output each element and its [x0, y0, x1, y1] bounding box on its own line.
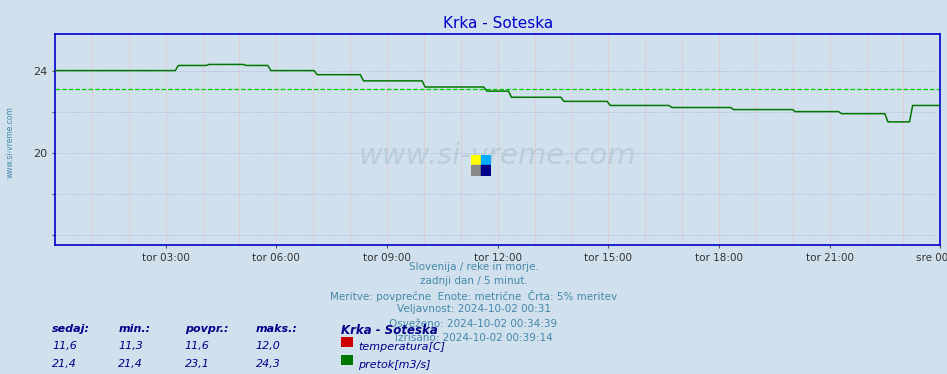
Text: 12,0: 12,0	[256, 341, 280, 352]
Text: Meritve: povprečne  Enote: metrične  Črta: 5% meritev: Meritve: povprečne Enote: metrične Črta:…	[330, 290, 617, 302]
Text: temperatura[C]: temperatura[C]	[358, 342, 445, 352]
Text: 11,6: 11,6	[52, 341, 77, 352]
Text: 23,1: 23,1	[185, 359, 209, 370]
Text: 21,4: 21,4	[118, 359, 143, 370]
Text: 21,4: 21,4	[52, 359, 77, 370]
Text: Slovenija / reke in morje.: Slovenija / reke in morje.	[408, 262, 539, 272]
Text: 11,3: 11,3	[118, 341, 143, 352]
Text: www.si-vreme.com: www.si-vreme.com	[359, 142, 636, 170]
Text: sedaj:: sedaj:	[52, 324, 90, 334]
Text: Krka - Soteska: Krka - Soteska	[341, 324, 438, 337]
Text: www.si-vreme.com: www.si-vreme.com	[6, 106, 15, 178]
Title: Krka - Soteska: Krka - Soteska	[442, 16, 553, 31]
Text: Izrisano: 2024-10-02 00:39:14: Izrisano: 2024-10-02 00:39:14	[395, 333, 552, 343]
Text: Osveženo: 2024-10-02 00:34:39: Osveženo: 2024-10-02 00:34:39	[389, 319, 558, 329]
Bar	[481, 165, 491, 176]
Text: 24,3: 24,3	[256, 359, 280, 370]
Text: pretok[m3/s]: pretok[m3/s]	[358, 360, 431, 370]
Text: zadnji dan / 5 minut.: zadnji dan / 5 minut.	[420, 276, 527, 286]
Bar	[481, 155, 491, 165]
Bar	[471, 155, 481, 165]
Bar	[471, 165, 481, 176]
Text: min.:: min.:	[118, 324, 151, 334]
Text: povpr.:: povpr.:	[185, 324, 228, 334]
Text: Veljavnost: 2024-10-02 00:31: Veljavnost: 2024-10-02 00:31	[397, 304, 550, 315]
Text: 11,6: 11,6	[185, 341, 209, 352]
Text: maks.:: maks.:	[256, 324, 297, 334]
